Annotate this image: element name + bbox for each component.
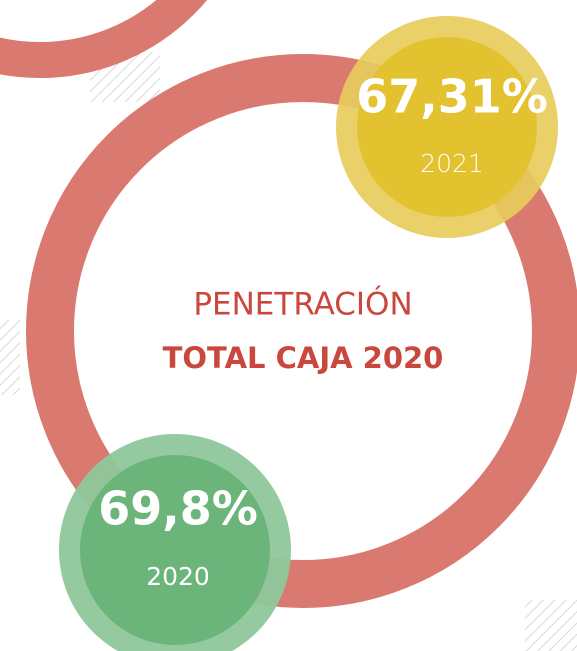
bubble-value: 69,8% — [98, 482, 258, 536]
bubble-value: 67,31% — [356, 70, 548, 124]
bubble-inner — [357, 37, 537, 217]
bubble-year: 2020 — [146, 562, 210, 591]
main-ring — [26, 54, 577, 608]
bubble-inner — [80, 455, 270, 645]
decor-hatch — [525, 600, 577, 651]
center-label: PENETRACIÓN — [193, 286, 412, 323]
decor-hatch — [0, 320, 20, 395]
bubble-year: 2021 — [420, 149, 484, 178]
decor-ring — [0, 0, 208, 78]
center-title: TOTAL CAJA 2020 — [163, 341, 444, 375]
